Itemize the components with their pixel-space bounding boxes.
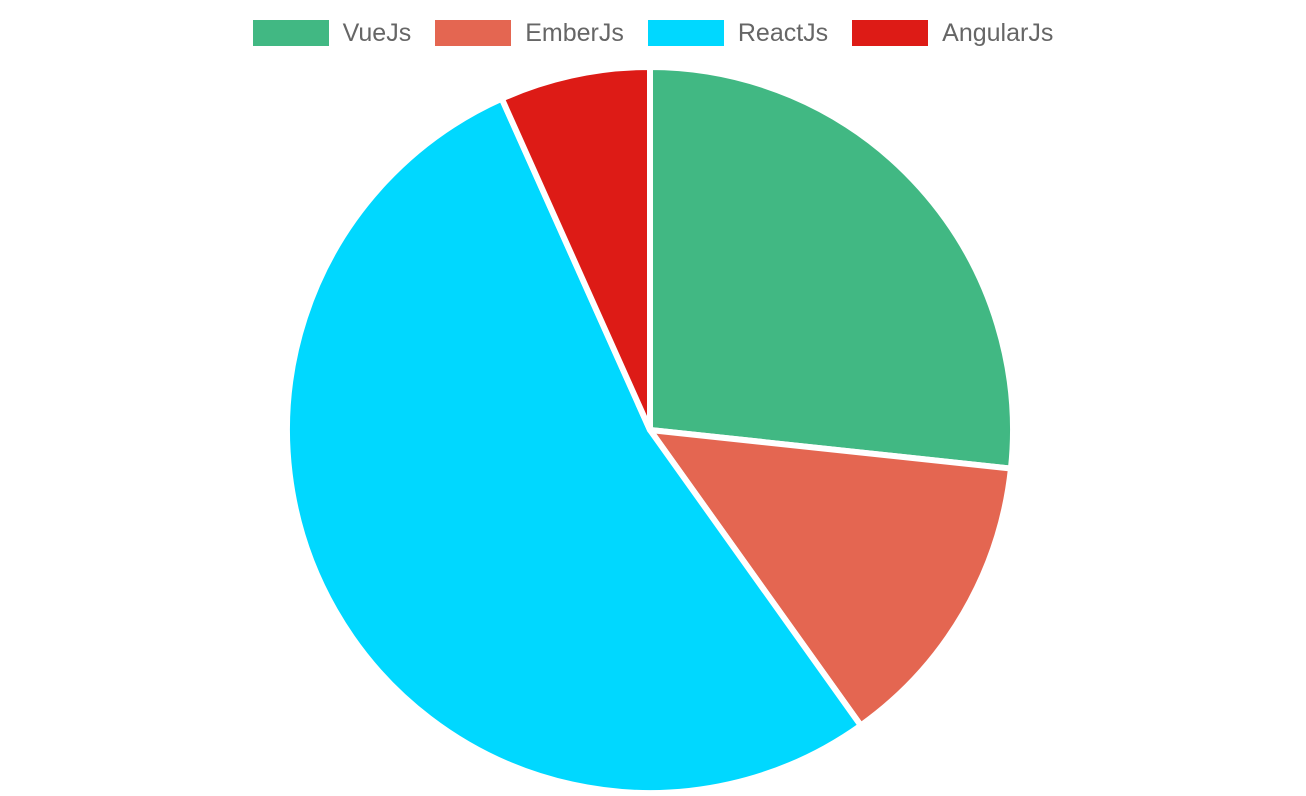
legend-item-emberjs[interactable]: EmberJs (435, 20, 624, 46)
legend-item-vuejs[interactable]: VueJs (252, 19, 412, 47)
legend-swatch-vuejs (252, 20, 329, 46)
chart-legend: VueJs EmberJs ReactJs AngularJs (0, 0, 1306, 66)
legend-label-vuejs: VueJs (342, 19, 412, 47)
legend-swatch-angularjs (852, 20, 929, 46)
pie-slice-emberjs[interactable] (647, 427, 1014, 729)
pie-slice-angularjs[interactable] (498, 64, 653, 433)
legend-label-reactjs: ReactJs (737, 19, 829, 47)
legend-label-emberjs: EmberJs (525, 19, 624, 47)
legend-swatch-emberjs (435, 20, 512, 46)
pie-slice-vuejs[interactable] (647, 64, 1016, 472)
legend-item-angularjs[interactable]: AngularJs (852, 20, 1053, 46)
pie-slice-reactjs[interactable] (284, 95, 864, 796)
legend-label-angularjs: AngularJs (942, 19, 1054, 47)
legend-swatch-reactjs (647, 20, 724, 46)
pie-slice-group (284, 64, 1016, 796)
legend-item-reactjs[interactable]: ReactJs (647, 19, 829, 47)
